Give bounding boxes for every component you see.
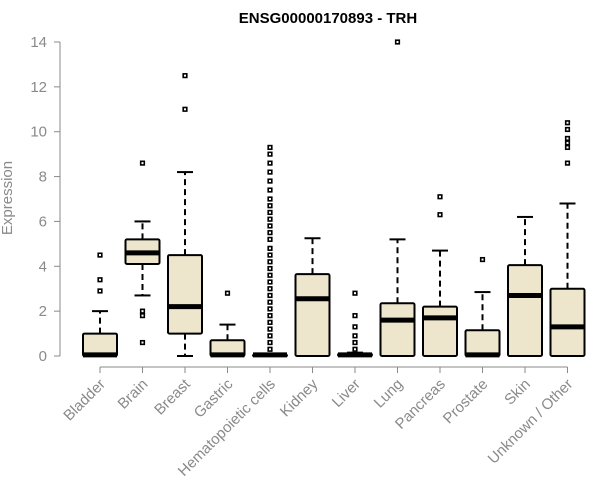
outlier-point (352, 290, 358, 296)
outlier-point (564, 160, 571, 166)
box-iqr (464, 329, 501, 358)
outlier-point (267, 236, 273, 242)
outlier-point (139, 339, 146, 346)
outlier-point (564, 135, 571, 142)
box-iqr (167, 254, 203, 335)
outlier-point (139, 160, 146, 166)
outlier-point (437, 194, 443, 200)
outlier-point (267, 252, 273, 258)
outlier-point (267, 160, 273, 166)
box-group (124, 160, 161, 346)
outlier-point (267, 339, 273, 346)
outlier-point (267, 245, 273, 251)
outlier-point (394, 39, 401, 45)
outlier-point (97, 252, 103, 258)
outlier-point (564, 144, 571, 151)
outlier-point (224, 290, 231, 296)
box-iqr (379, 302, 416, 357)
box-iqr (507, 264, 543, 357)
box-group (549, 120, 586, 358)
outlier-point (267, 223, 273, 229)
outlier-point (267, 319, 273, 325)
y-axis: 0 2 4 6 8 10 12 14 (30, 34, 61, 365)
outlier-point (267, 259, 273, 265)
outlier-point (267, 196, 273, 202)
outlier-point (479, 256, 486, 263)
outlier-point (267, 333, 273, 339)
y-tick-label: 0 (39, 348, 47, 365)
y-tick-label: 4 (39, 258, 47, 275)
box-group (167, 73, 203, 357)
outlier-point (139, 313, 146, 319)
box-group (337, 290, 373, 358)
box-group (252, 144, 288, 358)
outlier-point (267, 272, 273, 278)
outlier-point (267, 216, 273, 222)
outlier-point (182, 106, 188, 112)
box-group (209, 290, 246, 358)
outlier-point (97, 277, 103, 283)
chart-title: ENSG00000170893 - TRH (239, 10, 417, 27)
outlier-point (352, 324, 358, 330)
outlier-point (352, 346, 358, 352)
box-iqr (422, 305, 458, 357)
outlier-point (352, 333, 358, 339)
y-axis-label: Expression (0, 161, 16, 235)
x-tick-label: Prostate (440, 376, 492, 428)
outlier-point (267, 265, 273, 272)
outlier-point (182, 73, 188, 79)
outlier-point (267, 203, 273, 209)
outlier-point (139, 308, 146, 314)
outlier-point (267, 144, 273, 151)
x-tick-label: Breast (151, 375, 194, 418)
x-tick-label: Kidney (277, 375, 322, 420)
box-group (82, 252, 118, 358)
outlier-point (564, 126, 571, 133)
outlier-point (267, 292, 273, 299)
x-tick-label: Brain (115, 376, 152, 413)
outlier-point (267, 209, 273, 216)
outlier-point (267, 178, 273, 184)
y-tick-label: 12 (30, 79, 47, 96)
outlier-point (267, 299, 273, 305)
y-tick-label: 14 (30, 34, 47, 51)
x-tick-label: Skin (501, 376, 534, 409)
outlier-point (267, 326, 273, 332)
outlier-point (267, 286, 273, 292)
outlier-point (267, 313, 273, 319)
box-group (464, 256, 501, 358)
outlier-point (267, 279, 273, 285)
x-tick-label: Lung (371, 376, 407, 412)
y-tick-label: 10 (30, 124, 47, 141)
outlier-point (437, 212, 443, 218)
outlier-point (564, 140, 571, 146)
outlier-point (267, 187, 273, 193)
box-iqr (549, 287, 586, 358)
y-tick-label: 6 (39, 213, 47, 230)
outlier-point (352, 313, 358, 319)
box-group (422, 194, 458, 357)
y-tick-label: 8 (39, 169, 47, 186)
outlier-point (564, 120, 571, 126)
x-tick-label: Bladder (60, 376, 109, 425)
box-iqr (294, 273, 331, 357)
box-group (507, 215, 543, 357)
outlier-point (267, 169, 273, 175)
box-group (294, 237, 331, 357)
outlier-point (267, 346, 273, 352)
x-tick-label: Liver (329, 376, 364, 411)
box-series (82, 39, 586, 358)
outlier-point (267, 151, 273, 157)
outlier-point (352, 339, 358, 346)
outlier-point (267, 306, 273, 312)
box-group (379, 39, 416, 357)
outlier-point (267, 230, 273, 236)
y-tick-label: 2 (39, 303, 47, 320)
outlier-point (97, 288, 103, 294)
